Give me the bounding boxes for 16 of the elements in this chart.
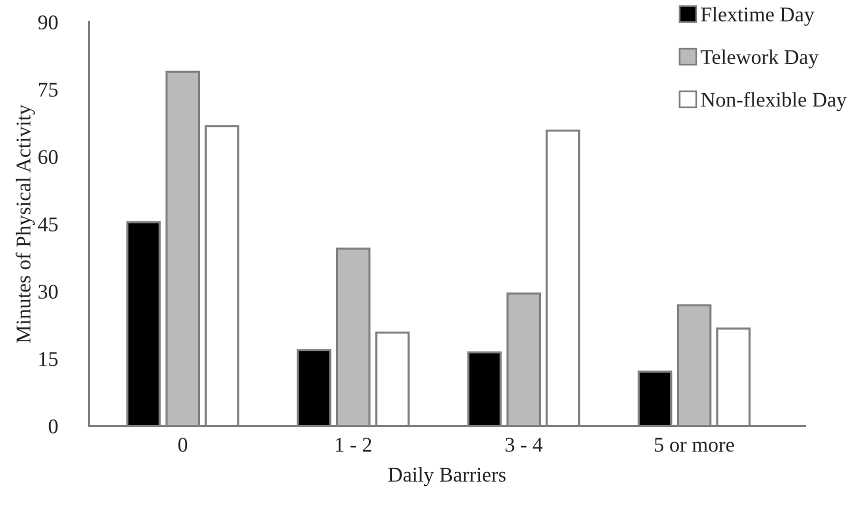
x-tick-label: 3 - 4 <box>506 438 542 452</box>
y-tick-label: 0 <box>48 419 58 434</box>
x-tick-label: 5 or more <box>654 438 734 452</box>
y-tick-label: 30 <box>38 284 58 299</box>
y-tick-label: 60 <box>38 150 58 164</box>
x-tick-label: 1 - 2 <box>336 438 372 452</box>
x-axis-title: Daily Barriers <box>388 467 506 486</box>
legend-label: Flextime Day <box>701 6 814 26</box>
y-tick-label: 75 <box>38 82 58 97</box>
x-tick-label: 0 <box>178 438 188 452</box>
y-tick-label: 15 <box>39 352 58 366</box>
y-tick-label: 45 <box>38 218 58 232</box>
y-axis-title: Minutes of Physical Activity <box>16 104 35 343</box>
legend-label: Telework Day <box>700 49 819 68</box>
legend-label: Non-flexible Day <box>701 92 847 112</box>
y-tick-label: 90 <box>38 15 58 30</box>
